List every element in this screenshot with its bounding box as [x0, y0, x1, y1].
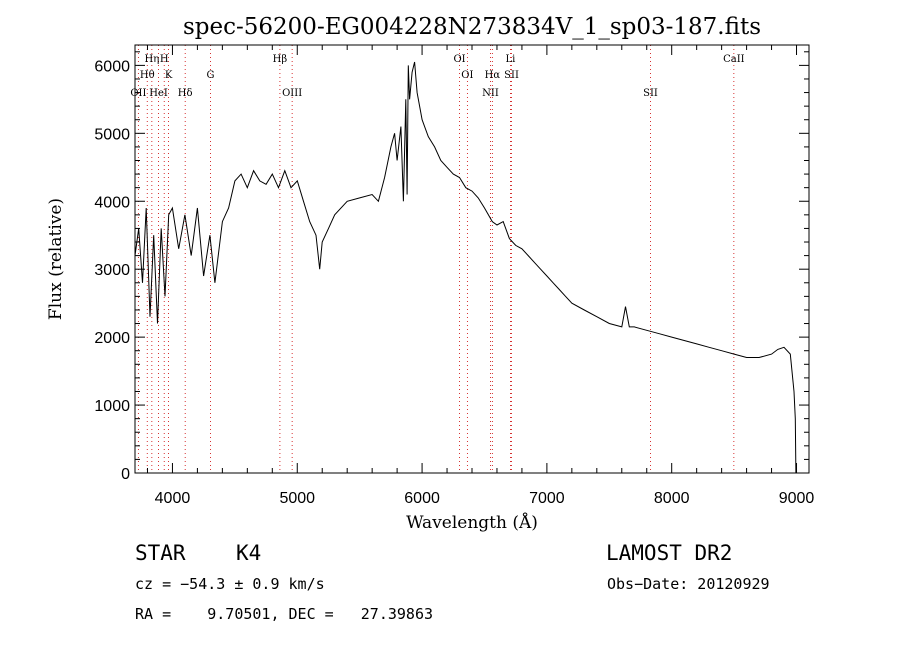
line-label-8: Hβ	[273, 54, 288, 65]
line-label-13: Hα	[485, 70, 501, 81]
y-axis-label: Flux (relative)	[46, 198, 66, 320]
x-tick-label-3: 7000	[529, 490, 565, 507]
coordinates: RA = 9.70501, DEC = 27.39863	[135, 605, 434, 623]
observation-date: Obs−Date: 20120929	[607, 575, 770, 593]
line-label-7: G	[207, 70, 215, 81]
x-tick-label-0: 4000	[155, 490, 191, 507]
line-label-16: SII	[643, 88, 658, 99]
line-label-1: Hη	[144, 54, 159, 65]
line-label-6: Hδ	[178, 88, 193, 99]
chart-title: spec-56200-EG004228N273834V_1_sp03-187.f…	[183, 14, 761, 40]
x-tick-label-4: 8000	[654, 490, 690, 507]
line-label-10: OI	[453, 54, 465, 65]
line-label-5: K	[165, 70, 173, 81]
line-label-9: OIII	[282, 88, 302, 99]
y-tick-label-4: 4000	[94, 194, 130, 211]
line-label-17: CaII	[723, 54, 745, 65]
y-tick-label-5: 5000	[94, 126, 130, 143]
line-label-2: Hθ	[140, 70, 155, 81]
y-tick-label-1: 1000	[94, 398, 130, 415]
x-axis: 4000 5000 6000 7000 8000 9000	[146, 45, 815, 507]
line-label-14: Li	[506, 54, 516, 65]
line-label-15: SII	[504, 70, 519, 81]
y-tick-label-3: 3000	[94, 262, 130, 279]
line-label-12: NII	[482, 88, 499, 99]
line-label-0: OII	[130, 88, 146, 99]
line-markers	[137, 45, 735, 473]
object-class: STAR	[135, 541, 186, 565]
redshift-velocity: cz = −54.3 ± 0.9 km/s	[135, 575, 325, 593]
y-axis: 0 1000 2000 3000 4000 5000 6000	[94, 51, 809, 483]
survey-name: LAMOST DR2	[606, 541, 733, 565]
y-tick-label-2: 2000	[94, 330, 130, 347]
x-tick-label-5: 9000	[779, 490, 815, 507]
y-tick-label-0: 0	[121, 466, 130, 483]
spectrum-series	[134, 61, 797, 474]
line-label-11: OI	[461, 70, 473, 81]
line-label-3: HeI	[149, 88, 168, 99]
spectrum-line	[134, 61, 797, 474]
x-axis-label: Wavelength (Å)	[406, 512, 538, 533]
y-tick-label-6: 6000	[94, 58, 130, 75]
line-labels: OII Hη Hθ HeI HK Hδ G Hβ OIII OI OI NII Hα Li SII SII Ca…	[130, 54, 744, 99]
x-tick-label-1: 5000	[279, 490, 315, 507]
line-label-4: H	[160, 54, 169, 65]
x-tick-label-2: 6000	[404, 490, 440, 507]
object-subclass: K4	[236, 541, 262, 565]
plot-frame	[134, 44, 810, 474]
